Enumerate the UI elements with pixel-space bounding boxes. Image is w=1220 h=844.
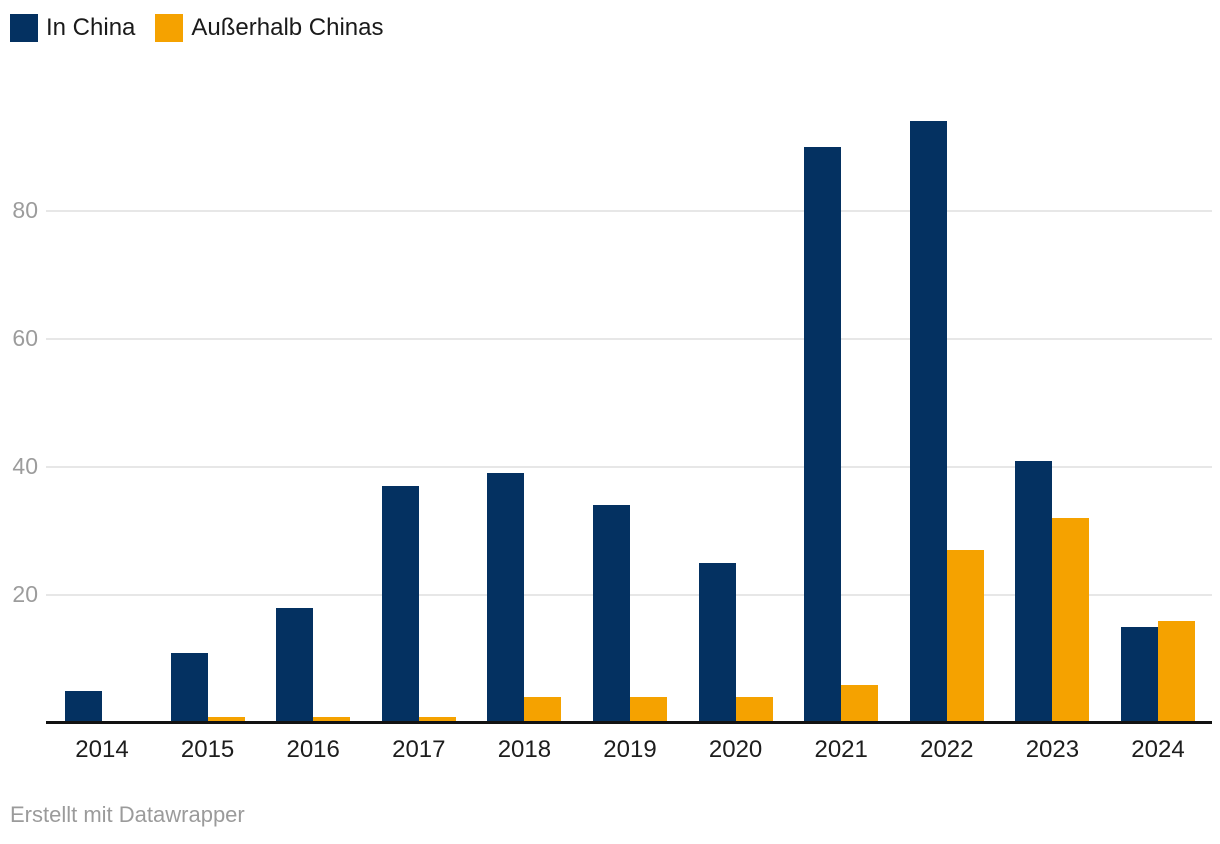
legend-item-outside-china: Außerhalb Chinas <box>155 14 384 42</box>
bar-outside-china-2024[interactable] <box>1158 620 1195 723</box>
bar-outside-china-2018[interactable] <box>524 697 562 723</box>
bar-in-china-2014[interactable] <box>65 691 102 723</box>
bar-in-china-2023[interactable] <box>1015 460 1053 723</box>
x-tick-label-2019: 2019 <box>603 736 657 763</box>
y-tick-label-60: 60 <box>12 325 38 351</box>
bar-in-china-2022[interactable] <box>909 121 947 723</box>
legend-swatch-in-china <box>10 14 38 42</box>
y-tick-label-40: 40 <box>12 453 38 479</box>
bar-outside-china-2020[interactable] <box>735 697 773 723</box>
bar-in-china-2024[interactable] <box>1121 627 1158 723</box>
x-tick-label-2015: 2015 <box>180 736 235 763</box>
x-tick-label-2017: 2017 <box>392 736 446 763</box>
bar-outside-china-2021[interactable] <box>841 684 879 723</box>
x-tick-label-2023: 2023 <box>1025 736 1080 763</box>
plot-area <box>46 100 1212 723</box>
x-tick-label-2016: 2016 <box>286 736 340 763</box>
bar-in-china-2021[interactable] <box>804 147 842 723</box>
bar-in-china-2020[interactable] <box>698 563 736 723</box>
bar-outside-china-2023[interactable] <box>1052 518 1090 723</box>
bar-outside-china-2016[interactable] <box>313 716 351 723</box>
x-tick-label-2014: 2014 <box>75 736 129 763</box>
y-tick-label-80: 80 <box>12 197 38 223</box>
gridline-y-40 <box>46 466 1212 468</box>
x-tick-label-2022: 2022 <box>920 736 974 763</box>
x-tick-label-2021: 2021 <box>814 736 868 763</box>
bar-outside-china-2022[interactable] <box>946 550 984 723</box>
bar-in-china-2016[interactable] <box>276 607 314 723</box>
datawrapper-attribution-link[interactable]: Erstellt mit Datawrapper <box>10 802 245 827</box>
bar-outside-china-2015[interactable] <box>207 716 245 723</box>
legend-item-in-china: In China <box>10 14 135 42</box>
y-tick-label-20: 20 <box>12 581 38 607</box>
x-tick-label-2024: 2024 <box>1131 736 1185 763</box>
x-axis-line <box>46 721 1212 724</box>
x-tick-label-2020: 2020 <box>708 736 763 763</box>
x-tick-label-2018: 2018 <box>497 736 552 763</box>
legend-label-outside-china: Außerhalb Chinas <box>191 14 384 41</box>
gridline-y-80 <box>46 210 1212 212</box>
gridline-y-60 <box>46 338 1212 340</box>
legend-label-in-china: In China <box>46 14 136 41</box>
bar-outside-china-2017[interactable] <box>418 716 456 723</box>
bar-in-china-2015[interactable] <box>170 652 208 723</box>
bar-in-china-2019[interactable] <box>593 505 630 723</box>
legend-swatch-outside-china <box>155 14 184 42</box>
bar-in-china-2018[interactable] <box>487 473 525 723</box>
legend: In China Außerhalb Chinas <box>10 14 384 42</box>
bar-outside-china-2019[interactable] <box>630 697 667 723</box>
bar-in-china-2017[interactable] <box>381 486 419 723</box>
